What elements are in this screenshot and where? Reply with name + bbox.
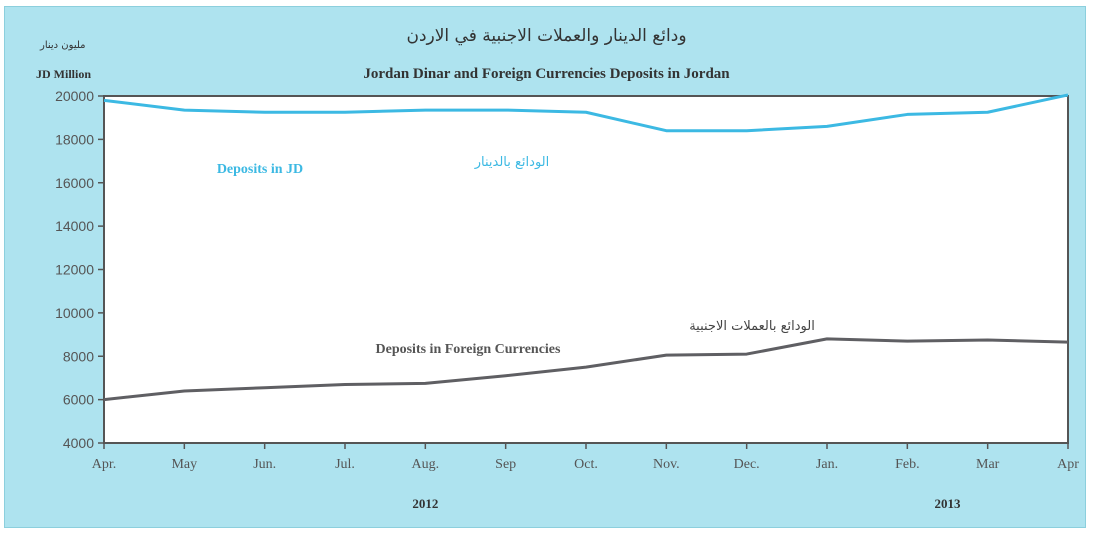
series-label-jd-en: Deposits in JD [217, 162, 303, 177]
year-label: 2013 [935, 496, 962, 511]
y-tick-label: 16000 [55, 175, 94, 191]
series-line-fc [103, 337, 1069, 402]
x-tick-label: Jun. [253, 457, 276, 472]
x-tick-label: Aug. [412, 457, 440, 472]
y-tick-label: 12000 [55, 262, 94, 278]
x-tick-label: Jul. [335, 457, 355, 472]
year-label: 2012 [412, 496, 438, 511]
y-tick-label: 20000 [55, 88, 94, 104]
chart-title-arabic: ودائع الدينار والعملات الاجنبية في الارد… [406, 26, 687, 46]
x-tick-label: Mar [976, 457, 1000, 472]
x-tick-label: Oct. [574, 457, 598, 472]
x-tick-label: Jan. [816, 457, 838, 472]
y-tick-label: 4000 [63, 435, 94, 451]
x-tick-label: Apr [1057, 457, 1079, 472]
x-tick-label: Dec. [734, 457, 760, 472]
unit-label-english: JD Million [36, 67, 92, 81]
x-tick-label: Sep [495, 457, 516, 472]
x-tick-label: Feb. [895, 457, 920, 472]
y-tick-label: 18000 [55, 131, 94, 147]
y-tick-label: 6000 [63, 392, 94, 408]
y-tick-label: 10000 [55, 305, 94, 321]
chart-title-english: Jordan Dinar and Foreign Currencies Depo… [363, 66, 730, 82]
series-label-fc-en: Deposits in Foreign Currencies [376, 342, 562, 357]
series-line-jd [103, 93, 1069, 133]
y-tick-label: 14000 [55, 218, 94, 234]
series-label-fc-ar: الودائع بالعملات الاجنبية [689, 319, 815, 334]
y-tick-label: 8000 [63, 348, 94, 364]
unit-label-arabic: مليون دينار [40, 40, 86, 51]
x-tick-label: May [171, 457, 197, 472]
x-tick-label: Apr. [92, 457, 117, 472]
plot-area [103, 95, 1069, 444]
series-label-jd-ar: الودائع بالدينار [474, 155, 550, 170]
x-tick-label: Nov. [653, 457, 680, 472]
